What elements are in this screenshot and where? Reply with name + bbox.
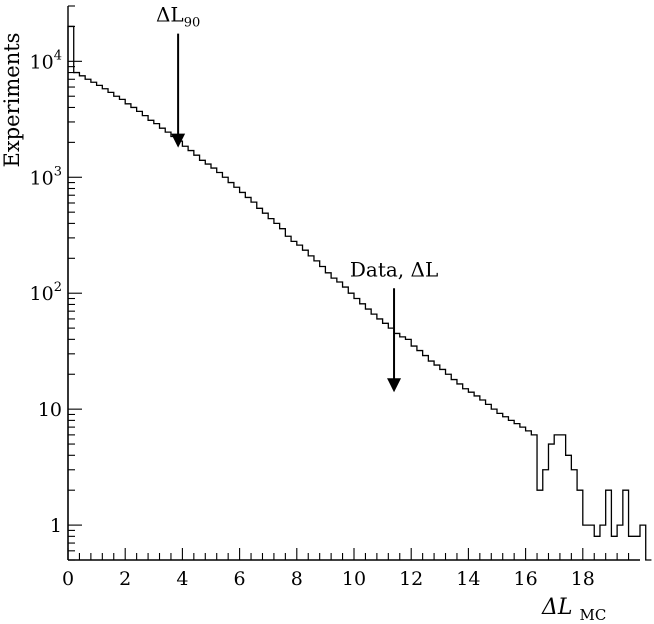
- x-tick-label: 6: [234, 568, 246, 590]
- y-tick-label: 103: [30, 164, 62, 189]
- x-tick-label: 0: [62, 568, 74, 590]
- x-tick-label: 8: [291, 568, 303, 590]
- x-tick-label: 18: [571, 568, 595, 590]
- axes: [67, 6, 640, 561]
- x-axis-label-sub: MC: [580, 606, 607, 624]
- histogram-outline: [67, 25, 652, 561]
- x-tick-label: 14: [456, 568, 480, 590]
- x-tick-label: 16: [514, 568, 538, 590]
- x-axis-label-main: ΔL: [541, 595, 573, 620]
- x-tick-label: 4: [176, 568, 188, 590]
- x-axis-label: ΔL MC: [541, 595, 606, 624]
- x-ticks: 0 2 4 6 8 10 12 14 16 18: [62, 548, 630, 590]
- x-tick-label: 10: [342, 568, 366, 590]
- y-tick-label: 104: [30, 48, 62, 73]
- annotation-arrowhead-1: [171, 133, 186, 148]
- annotations: ΔL90 Data, ΔL: [156, 3, 438, 393]
- x-tick-label: 12: [399, 568, 423, 590]
- annotation-arrowhead-2: [387, 378, 402, 393]
- histogram-series: [67, 25, 652, 561]
- y-tick-label: 10: [38, 399, 62, 421]
- y-tick-label: 1: [50, 515, 62, 537]
- x-tick-label: 2: [119, 568, 131, 590]
- y-axis-label: Experiments: [0, 33, 24, 168]
- y-tick-label: 102: [30, 280, 62, 305]
- annotation-label-1: ΔL90: [156, 3, 200, 31]
- annotation-label-2: Data, ΔL: [350, 257, 438, 281]
